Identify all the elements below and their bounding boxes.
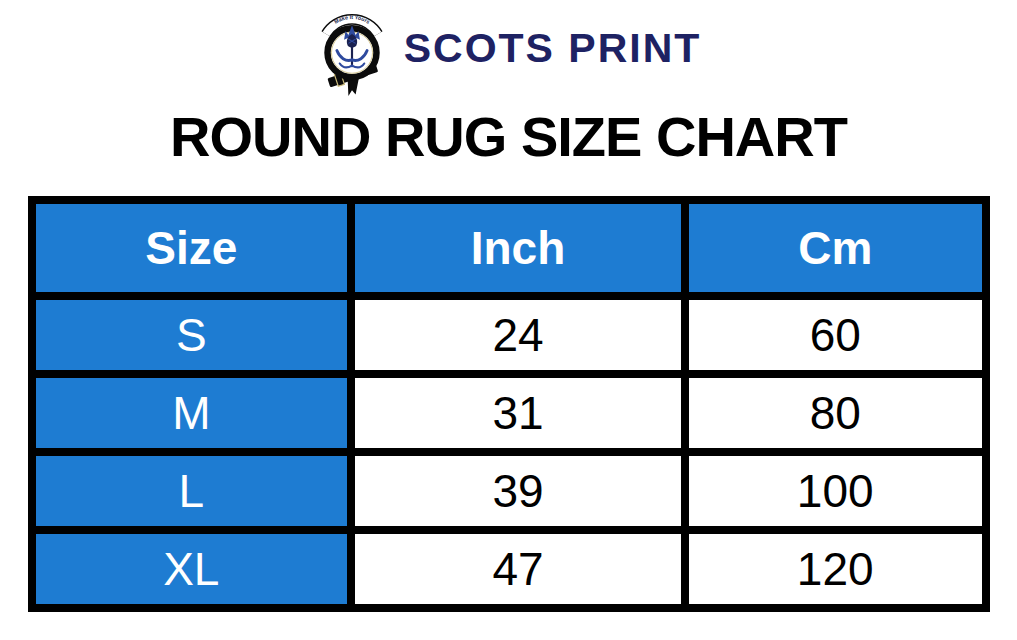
header-cell-cm: Cm [685,200,986,296]
page-title: ROUND RUG SIZE CHART [0,102,1017,172]
header-row: Size Inch Cm [32,200,986,296]
cm-cell: 80 [685,374,986,452]
table-row: L 39 100 [32,452,986,530]
size-chart: Size Inch Cm S 24 60 M 31 80 L 3 [28,196,990,612]
cm-cell: 120 [685,530,986,608]
size-cell: L [32,452,352,530]
brand-name: SCOTS PRINT [404,25,702,72]
size-cell: M [32,374,352,452]
size-cell: XL [32,530,352,608]
page: Make It Yours SCOTS PRINT ROUND RUG SIZE… [0,0,1017,640]
table-row: XL 47 120 [32,530,986,608]
cm-cell: 100 [685,452,986,530]
table-body: S 24 60 M 31 80 L 39 100 XL 47 120 [32,296,986,608]
inch-cell: 39 [351,452,685,530]
header-cell-size: Size [32,200,352,296]
table-row: S 24 60 [32,296,986,374]
header-cell-inch: Inch [351,200,685,296]
size-chart-table: Size Inch Cm S 24 60 M 31 80 L 3 [28,196,990,612]
cm-cell: 60 [685,296,986,374]
inch-cell: 24 [351,296,685,374]
table-row: M 31 80 [32,374,986,452]
header: Make It Yours SCOTS PRINT [0,0,1017,98]
inch-cell: 31 [351,374,685,452]
inch-cell: 47 [351,530,685,608]
table-header: Size Inch Cm [32,200,986,296]
size-cell: S [32,296,352,374]
scots-print-crest-icon: Make It Yours [316,5,388,99]
